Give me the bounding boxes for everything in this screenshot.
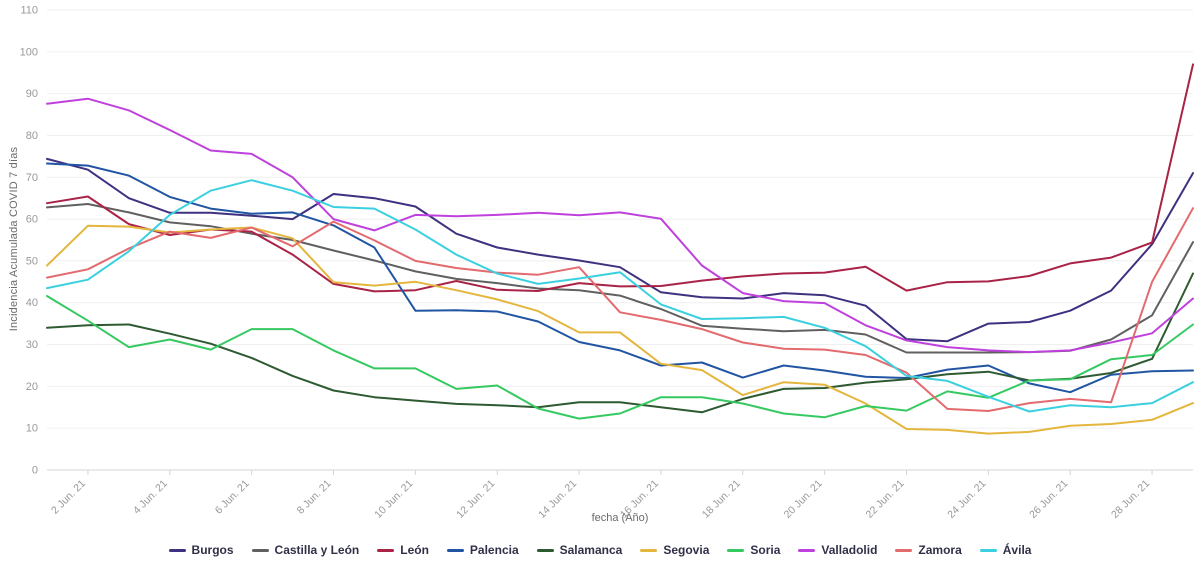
series-line-valladolid [46,97,1194,354]
legend-item-burgos[interactable]: Burgos [168,543,234,557]
legend-item-ávila[interactable]: Ávila [979,543,1032,557]
legend-dash-icon [895,548,913,552]
x-tick-label: 6 Jun. 21 [213,478,252,517]
y-tick-label: 60 [26,214,38,226]
x-tick-label: 24 Jun. 21 [945,478,988,521]
series-line-soria [46,295,1194,420]
y-tick-label: 100 [20,46,38,58]
y-tick-label: 0 [32,465,38,477]
series-line-ávila [46,179,1194,413]
legend-dash-icon [979,548,997,552]
series-line-palencia [46,162,1194,394]
legend-label: Burgos [191,543,234,557]
legend-dash-icon [727,548,745,552]
legend-label: Ávila [1002,543,1032,557]
legend-item-salamanca[interactable]: Salamanca [536,543,623,557]
series-line-salamanca [46,272,1194,414]
y-tick-label: 80 [26,130,38,142]
series-line-burgos [46,157,1194,343]
y-tick-label: 90 [26,88,38,100]
legend-item-león[interactable]: León [377,544,429,556]
series-line-segovia [46,224,1194,435]
legend-label: Castilla y León [274,543,360,557]
legend-label: León [400,543,429,557]
legend-label: Segovia [663,543,710,557]
x-tick-label: 8 Jun. 21 [295,478,334,517]
series-line-castilla-y-león [46,203,1194,354]
legend-dash-icon [640,548,658,552]
y-tick-label: 30 [26,339,38,351]
x-axis-title: fecha (Año) [591,512,649,524]
chart-plot-area[interactable]: 0 10 20 30 40 50 60 70 80 90 100 110 2 Jun. 21 4 Jun.… [0,0,1200,530]
series-line-león [46,63,1194,293]
legend-item-zamora[interactable]: Zamora [895,543,962,557]
y-tick-label: 10 [26,423,38,435]
legend-label: Salamanca [559,543,623,557]
x-tick-label: 10 Jun. 21 [372,478,415,521]
series-line-zamora [46,207,1194,412]
legend-item-soria[interactable]: Soria [727,544,780,556]
legend-dash-icon [536,548,554,552]
legend-label: Soria [750,543,781,557]
y-axis-title: Incidencia Acumulada COVID 7 días [8,146,20,332]
x-tick-label: 4 Jun. 21 [131,478,170,517]
legend-label: Palencia [469,543,519,557]
legend-item-castilla-y-león[interactable]: Castilla y León [251,543,360,557]
legend-item-valladolid[interactable]: Valladolid [798,544,877,556]
legend-label: Zamora [918,543,962,557]
chart-legend: Burgos Castilla y León León Palencia Salaman… [0,541,1200,559]
legend-label: Valladolid [821,543,878,557]
x-tick-label: 26 Jun. 21 [1027,478,1070,521]
y-tick-label: 50 [26,255,38,267]
x-tick-label: 22 Jun. 21 [863,478,906,521]
y-tick-label: 40 [26,297,38,309]
legend-dash-icon [251,548,269,552]
legend-item-palencia[interactable]: Palencia [446,543,519,557]
legend-dash-icon [798,548,816,552]
legend-item-segovia[interactable]: Segovia [640,544,709,556]
legend-dash-icon [168,548,186,552]
y-tick-label: 20 [26,381,38,393]
x-tick-label: 2 Jun. 21 [49,478,88,517]
x-tick-label: 28 Jun. 21 [1109,478,1152,521]
legend-dash-icon [377,548,395,552]
y-tick-label: 70 [26,172,38,184]
legend-dash-icon [446,548,464,552]
y-tick-label: 110 [20,5,38,17]
